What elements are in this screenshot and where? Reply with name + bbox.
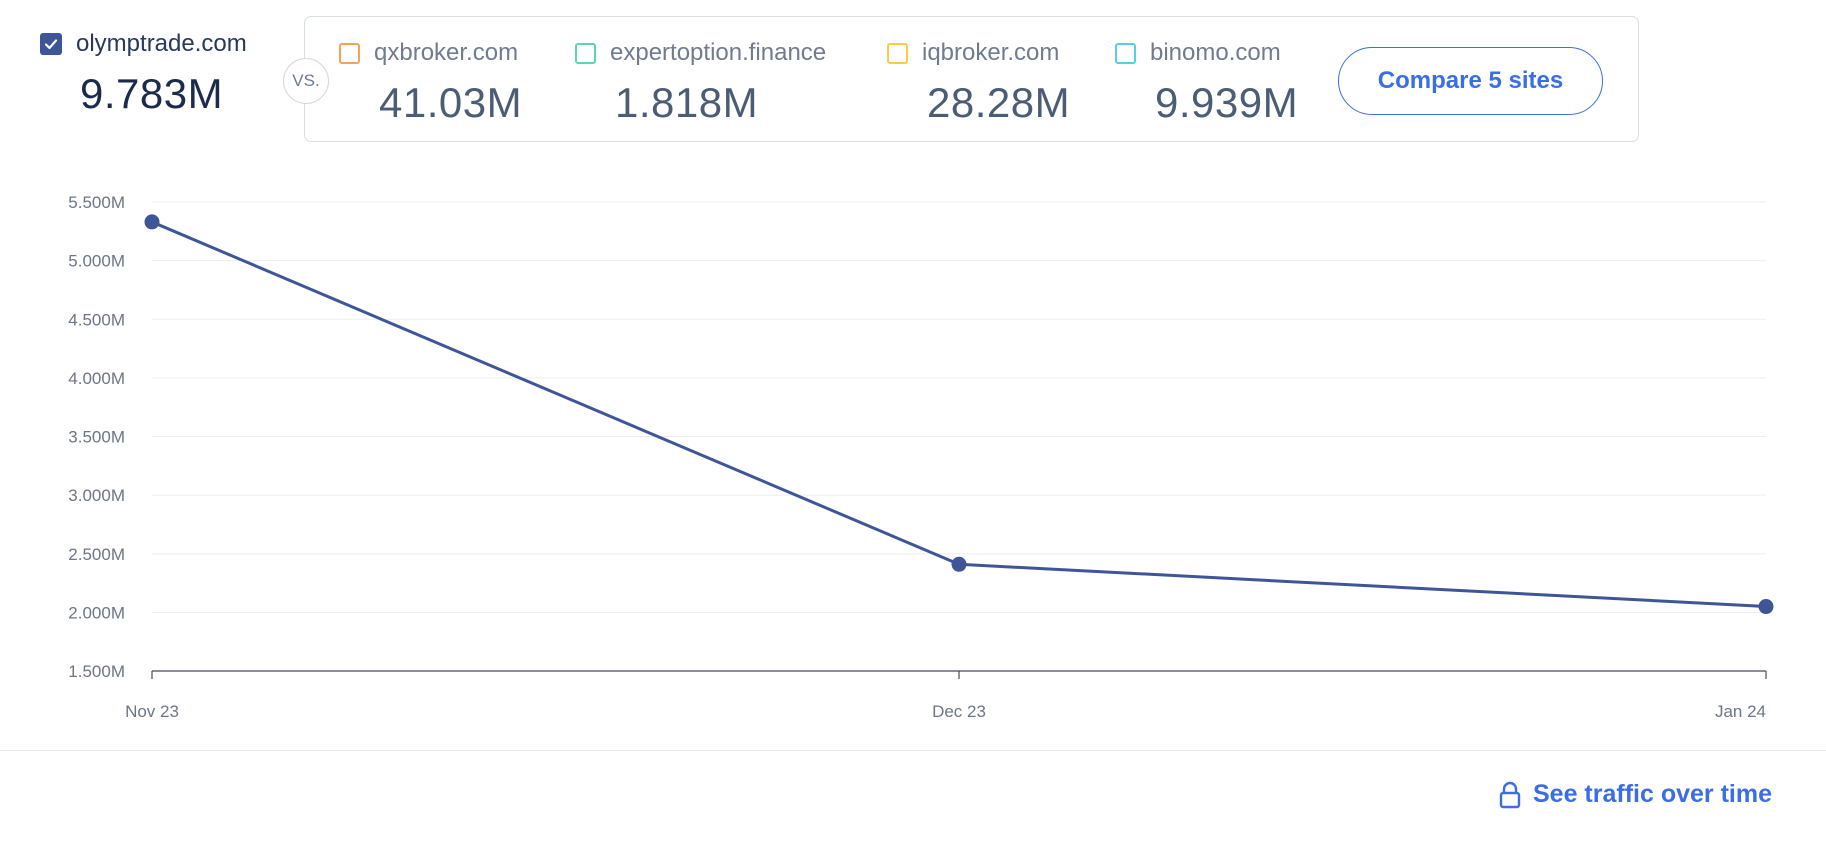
competitor-domain: binomo.com	[1150, 39, 1281, 66]
compare-sites-button[interactable]: Compare 5 sites	[1338, 47, 1603, 115]
competitor-binomo: binomo.com 9.939M	[1115, 39, 1298, 127]
chart-x-ticks: Nov 23 Dec 23 Jan 24	[125, 702, 1766, 721]
see-traffic-link[interactable]: See traffic over time	[1499, 780, 1772, 809]
y-tick-label: 3.500M	[68, 428, 125, 447]
data-point	[1758, 599, 1774, 615]
y-tick-label: 2.000M	[68, 603, 125, 622]
competitor-qxbroker: qxbroker.com 41.03M	[339, 39, 522, 127]
y-tick-label: 4.000M	[68, 369, 125, 388]
competitor-compare-box: qxbroker.com 41.03M expertoption.finance…	[304, 16, 1639, 142]
competitor-value: 9.939M	[1155, 79, 1299, 126]
x-tick-label: Jan 24	[1715, 702, 1766, 721]
y-tick-label: 3.000M	[68, 486, 125, 505]
y-tick-label: 4.500M	[68, 310, 125, 329]
x-tick-label: Nov 23	[125, 702, 179, 721]
y-tick-label: 5.500M	[68, 193, 125, 212]
main-site-value: 9.783M	[80, 70, 224, 117]
vs-badge: VS.	[283, 58, 329, 104]
competitor-iqbroker: iqbroker.com 28.28M	[887, 39, 1070, 127]
main-site-domain: olymptrade.com	[76, 30, 247, 57]
traffic-line-chart: 5.500M 5.000M 4.500M 4.000M 3.500M 3.000M 2.50…	[68, 193, 1774, 721]
x-tick-label: Dec 23	[932, 702, 986, 721]
competitor-checkbox[interactable]	[1115, 42, 1136, 64]
competitor-domain: qxbroker.com	[374, 39, 519, 66]
data-point	[951, 556, 967, 572]
checkmark-icon	[44, 39, 58, 50]
competitor-value: 1.818M	[615, 79, 759, 126]
data-point	[144, 214, 160, 230]
competitor-expertoption: expertoption.finance 1.818M	[575, 39, 826, 127]
main-site: olymptrade.com 9.783M	[40, 30, 247, 118]
competitor-value: 41.03M	[379, 79, 523, 126]
chart-series	[144, 214, 1774, 615]
chart-x-axis	[151, 670, 1767, 679]
chart-grid	[152, 201, 1766, 613]
chart-y-ticks: 5.500M 5.000M 4.500M 4.000M 3.500M 3.000M 2.50…	[68, 193, 125, 681]
series-line	[151, 220, 1767, 609]
competitor-checkbox[interactable]	[887, 42, 908, 64]
see-traffic-label: See traffic over time	[1533, 780, 1772, 808]
competitor-value: 28.28M	[927, 79, 1071, 126]
competitor-checkbox[interactable]	[575, 42, 596, 64]
competitor-domain: iqbroker.com	[922, 39, 1060, 66]
y-tick-label: 2.500M	[68, 545, 125, 564]
lock-icon	[1499, 781, 1521, 808]
y-tick-label: 5.000M	[68, 252, 125, 271]
competitor-domain: expertoption.finance	[610, 39, 827, 66]
footer-divider	[0, 750, 1826, 751]
main-site-checkbox[interactable]	[40, 33, 62, 55]
competitor-checkbox[interactable]	[339, 42, 360, 64]
y-tick-label: 1.500M	[68, 662, 125, 681]
